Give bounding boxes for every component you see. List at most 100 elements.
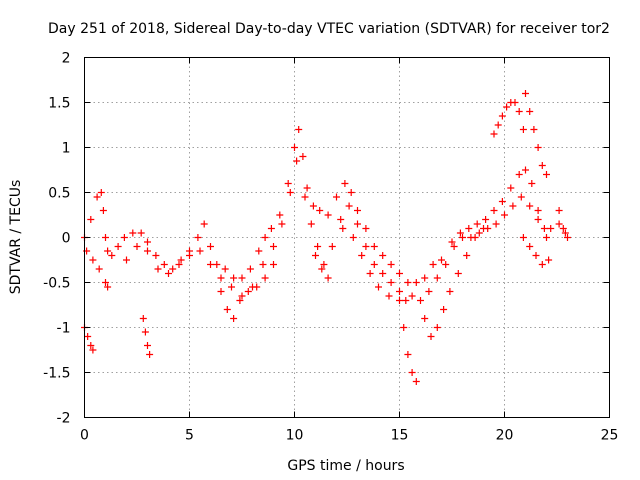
- data-point: [312, 252, 319, 259]
- data-point: [534, 144, 542, 151]
- data-point: [144, 342, 151, 349]
- data-point: [515, 171, 523, 178]
- data-point: [362, 225, 370, 232]
- data-point: [354, 207, 361, 214]
- data-point: [314, 243, 322, 250]
- data-point: [196, 247, 204, 255]
- data-point: [471, 234, 479, 241]
- data-point: [492, 220, 500, 228]
- data-point: [318, 265, 326, 273]
- data-point: [400, 324, 408, 331]
- y-tick-label: 1: [62, 141, 71, 157]
- data-point: [244, 288, 252, 295]
- data-point: [278, 220, 286, 228]
- data-point: [108, 252, 116, 259]
- y-tick-label: -0.5: [43, 276, 70, 292]
- data-point: [396, 297, 403, 304]
- data-point: [236, 297, 244, 304]
- data-point: [186, 247, 193, 255]
- data-point: [480, 225, 487, 232]
- data-point: [102, 234, 109, 241]
- data-point: [475, 229, 483, 237]
- data-point: [276, 211, 284, 219]
- data-point: [559, 225, 567, 232]
- data-point: [375, 283, 382, 291]
- data-point: [320, 261, 328, 268]
- data-point: [295, 126, 303, 133]
- data-point: [133, 243, 141, 250]
- data-point: [99, 207, 107, 214]
- data-point: [463, 252, 471, 259]
- data-point: [293, 157, 301, 165]
- data-point: [299, 153, 307, 160]
- data-point: [442, 261, 450, 268]
- data-point: [555, 220, 563, 228]
- data-point: [87, 216, 95, 223]
- data-point: [175, 261, 183, 268]
- data-point: [238, 274, 246, 282]
- data-point: [404, 279, 412, 286]
- data-point: [89, 346, 97, 354]
- data-point: [408, 369, 416, 376]
- data-point: [347, 189, 355, 196]
- data-point: [387, 261, 395, 268]
- data-point: [102, 279, 109, 286]
- data-point: [448, 238, 456, 246]
- y-tick-label: -1: [57, 321, 71, 337]
- data-point: [511, 99, 519, 106]
- x-tick-label: 0: [80, 428, 89, 444]
- data-point: [129, 229, 137, 237]
- data-point: [104, 247, 112, 255]
- data-point: [370, 261, 378, 268]
- data-point: [532, 252, 540, 259]
- data-point: [515, 108, 523, 115]
- data-point: [454, 270, 462, 277]
- data-point: [137, 229, 145, 237]
- data-point: [379, 270, 387, 277]
- data-point: [152, 252, 160, 259]
- data-points: [81, 90, 571, 385]
- data-point: [114, 243, 122, 250]
- data-point: [526, 108, 534, 115]
- data-point: [337, 216, 345, 223]
- data-point: [284, 180, 292, 187]
- data-point: [97, 189, 105, 196]
- data-point: [421, 274, 429, 282]
- data-point: [89, 256, 97, 264]
- data-point: [120, 234, 128, 241]
- data-point: [526, 202, 534, 210]
- data-point: [261, 274, 269, 282]
- data-point: [165, 270, 172, 277]
- x-tick-label: 25: [601, 428, 619, 444]
- x-tick-labels: 0 5 10 15 20 25: [80, 428, 618, 444]
- data-point: [177, 256, 185, 264]
- data-point: [217, 274, 225, 282]
- data-point: [522, 166, 529, 174]
- data-point: [207, 261, 214, 268]
- y-tick-label: 0: [62, 231, 71, 247]
- data-point: [341, 180, 349, 187]
- data-point: [379, 252, 387, 259]
- series-tor2-d: [490, 90, 571, 268]
- data-point: [270, 261, 277, 268]
- data-point: [433, 324, 441, 331]
- data-point: [303, 184, 311, 192]
- data-point: [194, 234, 202, 241]
- data-point: [412, 279, 420, 286]
- data-point: [545, 256, 553, 264]
- data-point: [169, 265, 177, 273]
- data-point: [396, 288, 403, 295]
- data-point: [104, 283, 112, 291]
- x-tick-label: 5: [185, 428, 194, 444]
- data-point: [345, 202, 353, 210]
- data-point: [526, 243, 534, 250]
- data-point: [433, 274, 441, 282]
- data-point: [230, 315, 238, 322]
- axis-ticks: [84, 57, 610, 418]
- data-point: [238, 292, 246, 300]
- series-tor2-b: [83, 157, 550, 304]
- data-point: [267, 225, 275, 232]
- data-point: [141, 328, 149, 336]
- data-point: [498, 112, 506, 120]
